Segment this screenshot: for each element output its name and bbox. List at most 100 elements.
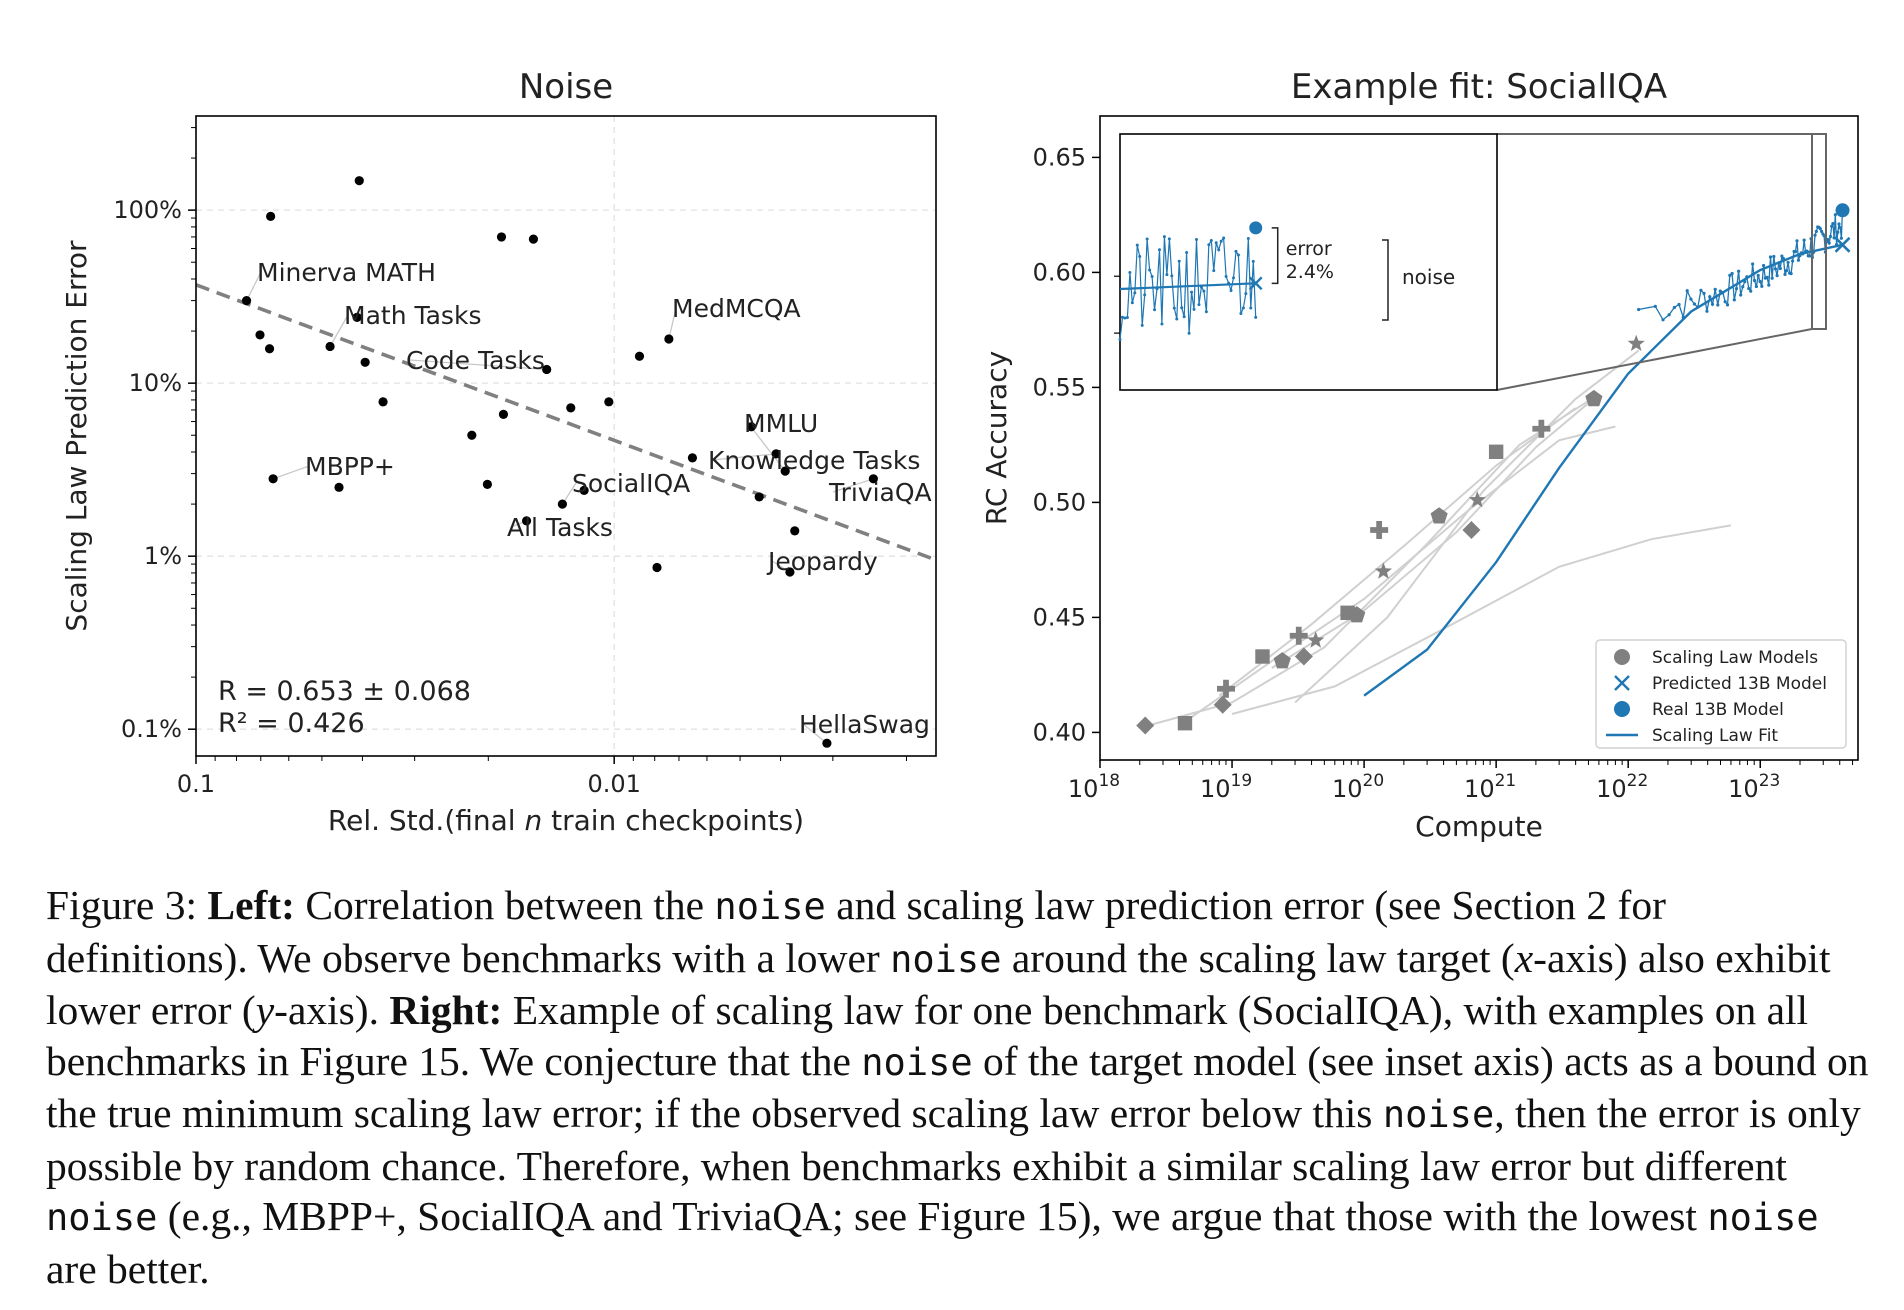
inset-checkpoint-point bbox=[1204, 310, 1208, 314]
target-checkpoint-point bbox=[1705, 309, 1709, 313]
target-checkpoint-point bbox=[1813, 233, 1817, 237]
model-fit-curve bbox=[1231, 524, 1732, 715]
chart-title: Example fit: SocialIQA bbox=[1291, 67, 1667, 107]
point-label: Minerva MATH bbox=[257, 258, 436, 287]
y-tick-label: 0.55 bbox=[1033, 373, 1086, 401]
target-checkpoint-point bbox=[1723, 300, 1727, 304]
y-tick-label: 0.40 bbox=[1033, 718, 1086, 746]
label-leader-line bbox=[409, 359, 547, 371]
inset-checkpoint-point bbox=[1182, 315, 1186, 319]
inset-checkpoint-point bbox=[1190, 290, 1194, 294]
target-checkpoint-point bbox=[1783, 272, 1787, 276]
data-point bbox=[241, 296, 252, 306]
target-checkpoint-point bbox=[1765, 275, 1769, 279]
target-checkpoint-point bbox=[1789, 272, 1793, 276]
x-tick-label: 1019 bbox=[1200, 771, 1252, 803]
target-checkpoint-point bbox=[1818, 227, 1822, 231]
model-marker-pentagon bbox=[1430, 507, 1448, 524]
target-checkpoint-point bbox=[1696, 305, 1700, 309]
data-point bbox=[652, 562, 662, 573]
x-tick-label: 0.1 bbox=[177, 770, 215, 798]
model-marker-star bbox=[1627, 334, 1645, 351]
data-point bbox=[354, 176, 364, 186]
inset-checkpoint-point bbox=[1217, 248, 1221, 252]
point-label: SocialIQA bbox=[572, 469, 690, 498]
target-checkpoint-point bbox=[1743, 280, 1747, 284]
target-checkpoint-point bbox=[1768, 255, 1773, 259]
y-tick-label: 0.50 bbox=[1033, 488, 1086, 516]
inset-checkpoint-point bbox=[1172, 306, 1176, 310]
inset-checkpoint-point bbox=[1145, 237, 1149, 241]
inset-checkpoint-point bbox=[1125, 316, 1129, 320]
point-label: MBPP+ bbox=[305, 452, 395, 481]
noise-term: noise bbox=[46, 1196, 158, 1239]
model-marker-plus bbox=[1217, 679, 1236, 698]
target-checkpoint-point bbox=[1716, 303, 1720, 307]
model-fit-curve bbox=[1178, 425, 1616, 727]
target-checkpoint-point bbox=[1761, 263, 1766, 268]
data-point bbox=[579, 485, 589, 495]
point-label: Knowledge Tasks bbox=[708, 446, 920, 475]
target-checkpoint-point bbox=[1838, 226, 1842, 230]
inset-checkpoint-point bbox=[1150, 274, 1154, 278]
data-point bbox=[557, 499, 567, 509]
inset-checkpoint-point bbox=[1209, 238, 1213, 242]
model-marker-pentagon bbox=[1348, 606, 1366, 623]
model-marker-square bbox=[1488, 444, 1504, 459]
x-axis-label: Rel. Std.(final n train checkpoints) bbox=[328, 804, 804, 837]
target-checkpoint-point bbox=[1752, 278, 1757, 283]
label-leader-line bbox=[832, 478, 874, 493]
inset-checkpoint-point bbox=[1148, 268, 1152, 272]
target-checkpoint-point bbox=[1831, 222, 1835, 226]
model-marker-square bbox=[1177, 716, 1193, 731]
data-point bbox=[566, 403, 576, 413]
r2-annotation: R² = 0.426 bbox=[218, 708, 365, 739]
inset-checkpoint-point bbox=[1160, 322, 1164, 326]
inset-checkpoint-point bbox=[1138, 255, 1142, 259]
target-checkpoint-point bbox=[1725, 303, 1730, 307]
target-checkpoint-point bbox=[1661, 318, 1665, 322]
inset-checkpoint-point bbox=[1197, 303, 1201, 307]
target-checkpoint-point bbox=[1827, 241, 1831, 245]
target-checkpoint-point bbox=[1739, 293, 1743, 297]
data-point bbox=[634, 351, 645, 361]
target-checkpoint-point bbox=[1692, 302, 1697, 306]
model-marker-plus bbox=[1289, 626, 1308, 645]
model-marker-diamond bbox=[1462, 521, 1481, 539]
data-point bbox=[780, 466, 790, 476]
r-annotation: R = 0.653 ± 0.068 bbox=[218, 676, 471, 707]
point-label: TriviaQA bbox=[828, 478, 932, 507]
point-label: All Tasks bbox=[507, 513, 613, 542]
target-checkpoint-point bbox=[1780, 254, 1784, 258]
y-axis-label: RC Accuracy bbox=[980, 351, 1013, 525]
target-checkpoint-point bbox=[1808, 254, 1812, 258]
inset-checkpoint-point bbox=[1180, 306, 1184, 310]
inset-checkpoint-point bbox=[1177, 259, 1181, 263]
model-fit-curve bbox=[1271, 393, 1600, 669]
inset-checkpoint-point bbox=[1251, 259, 1255, 263]
data-point bbox=[467, 430, 477, 440]
data-point bbox=[255, 330, 265, 340]
target-checkpoint-point bbox=[1822, 234, 1826, 238]
label-leader-line bbox=[668, 307, 677, 340]
label-leader-line bbox=[329, 314, 349, 347]
target-checkpoint-point bbox=[1756, 273, 1760, 278]
data-point bbox=[746, 422, 756, 432]
noise-term: noise bbox=[1707, 1196, 1819, 1239]
inset-checkpoint-point bbox=[1222, 236, 1226, 240]
y-tick-label: 10% bbox=[129, 369, 182, 397]
data-point bbox=[868, 474, 878, 484]
model-marker-square bbox=[1255, 649, 1270, 664]
target-checkpoint-point bbox=[1677, 302, 1681, 307]
inset-error-value: 2.4% bbox=[1286, 261, 1334, 283]
target-checkpoint-point bbox=[1833, 213, 1837, 217]
inset-checkpoint-point bbox=[1236, 253, 1240, 257]
target-checkpoint-point bbox=[1758, 279, 1762, 284]
y-axis-label: Scaling Law Prediction Error bbox=[60, 240, 93, 632]
data-point bbox=[378, 397, 388, 407]
model-marker-diamond bbox=[1136, 716, 1155, 735]
model-marker-diamond bbox=[1294, 647, 1313, 666]
inset-checkpoint-point bbox=[1133, 291, 1137, 295]
noise-scatter-chart: Minerva MATH Math Tasks Code Tasks MedMCQA M… bbox=[60, 67, 937, 837]
